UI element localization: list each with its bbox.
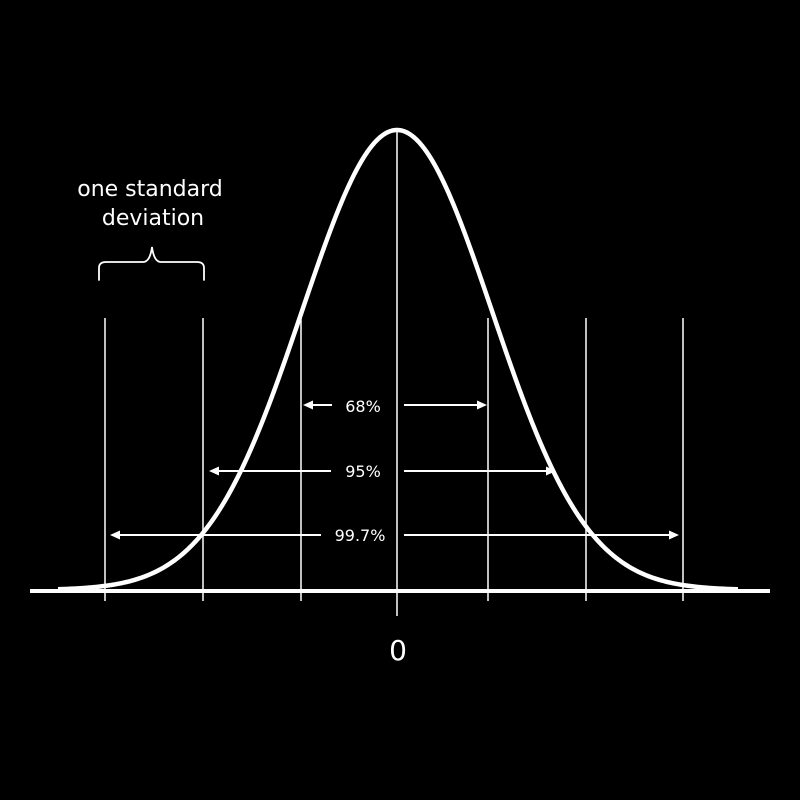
span-95-left-arrowhead — [209, 466, 219, 476]
brace-label-line-2: deviation — [102, 206, 204, 231]
span-68-left-arrowhead — [303, 400, 313, 410]
span-68: 68% — [303, 397, 487, 416]
span-99-7-right-arrowhead — [669, 530, 679, 540]
standard-deviation-brace — [98, 246, 205, 281]
span-99-7: 99.7% — [110, 526, 679, 545]
span-68-label: 68% — [345, 397, 381, 416]
span-68-right-arrowhead — [477, 400, 487, 410]
span-99-7-left-arrowhead — [110, 530, 120, 540]
mean-tick-label: 0 — [389, 634, 407, 667]
bell-curve — [57, 127, 739, 592]
sigma-lines — [104, 130, 684, 616]
span-95-right-arrowhead — [546, 466, 556, 476]
span-95-label: 95% — [345, 462, 381, 481]
brace-label-line-1: one standard — [77, 177, 223, 202]
span-95: 95% — [209, 462, 556, 481]
span-99-7-label: 99.7% — [335, 526, 386, 545]
